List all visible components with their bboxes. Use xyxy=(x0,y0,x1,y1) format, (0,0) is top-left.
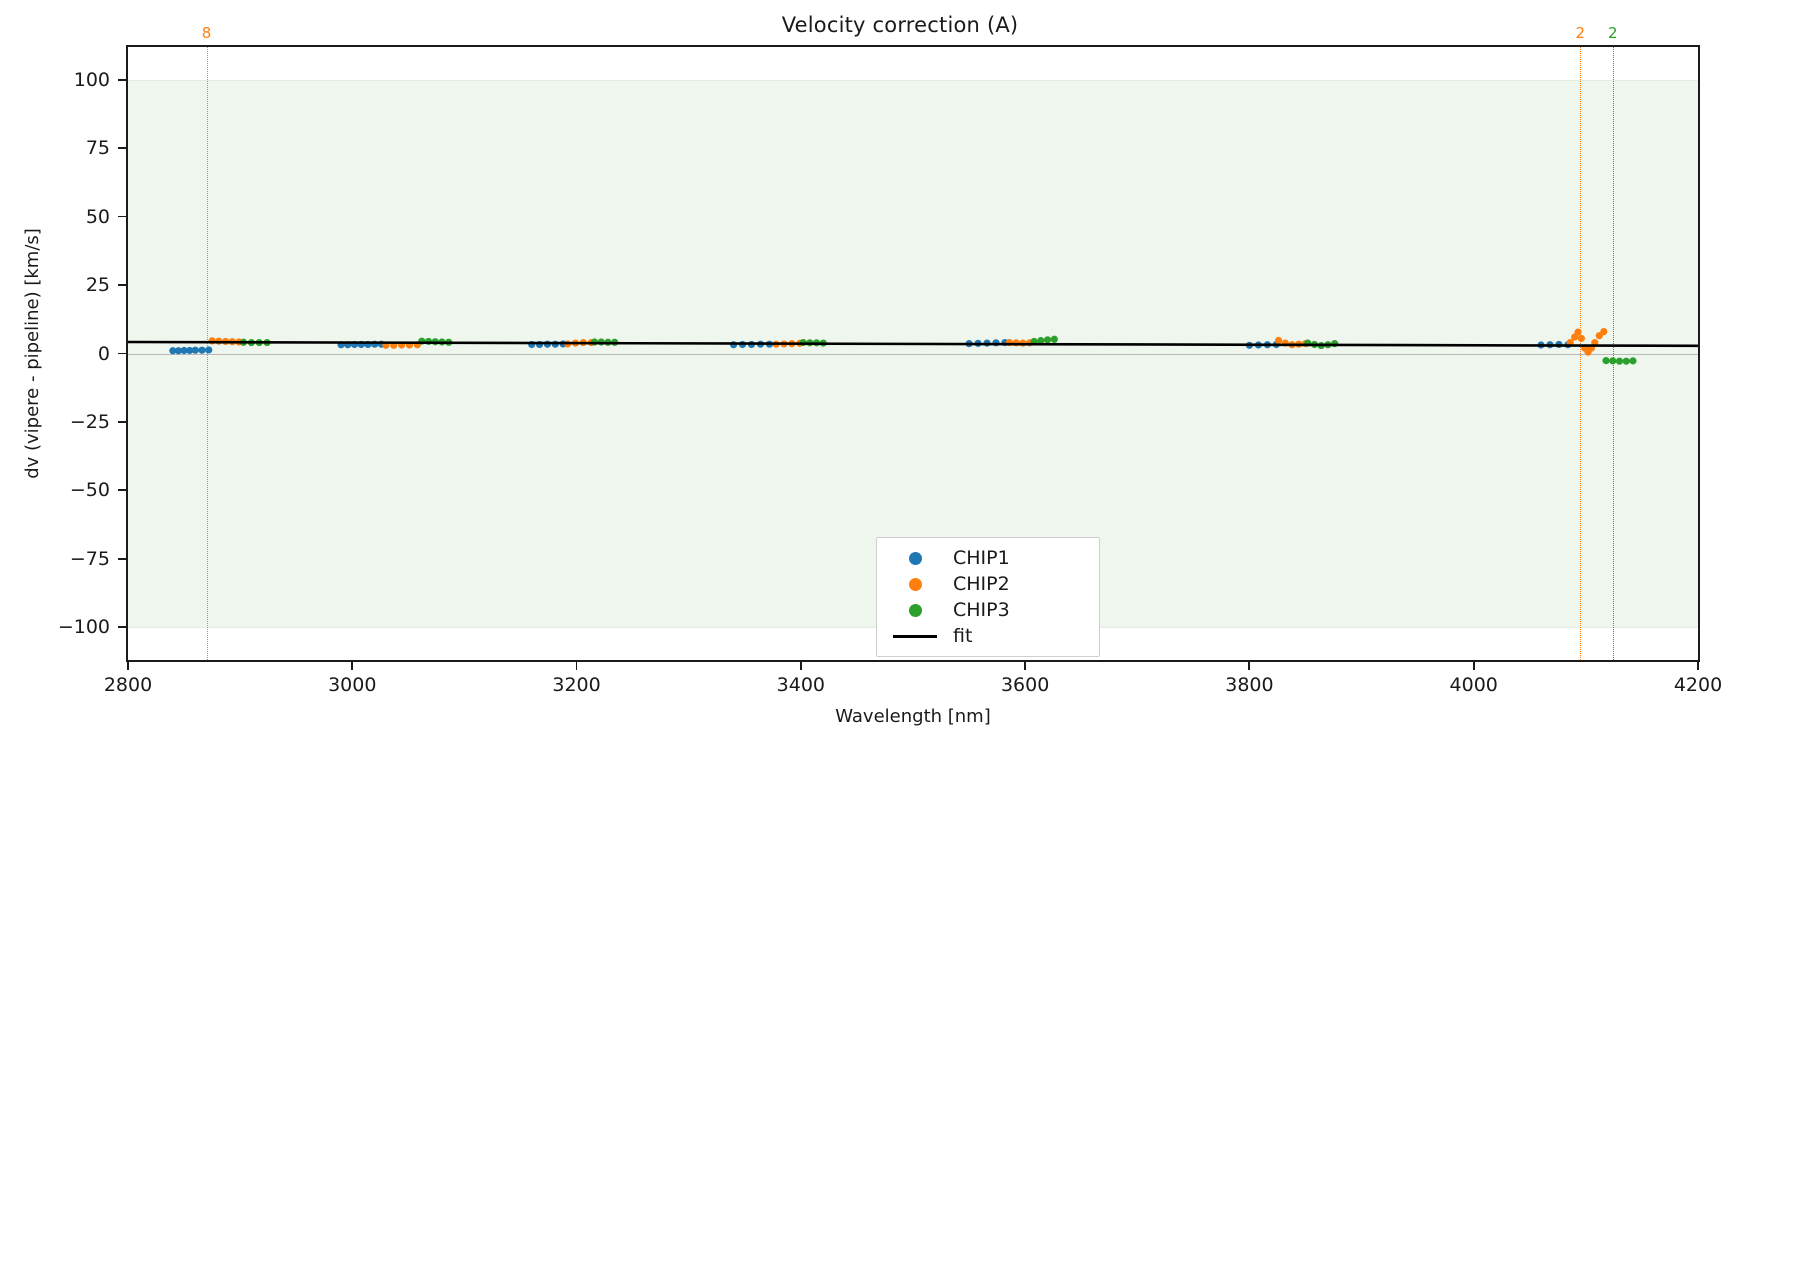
legend-item-chip2[interactable]: CHIP2 xyxy=(887,571,1089,597)
data-point xyxy=(1043,336,1052,344)
data-point xyxy=(174,347,183,355)
annotation-label-2: 2 xyxy=(1607,24,1618,42)
data-point xyxy=(169,347,177,355)
data-point xyxy=(1577,334,1585,343)
x-axis-label: Wavelength [nm] xyxy=(835,706,991,727)
legend[interactable]: CHIP1 CHIP2 CHIP3 fit xyxy=(876,537,1100,657)
y-tick-label: −75 xyxy=(69,547,110,570)
y-tick-label: 75 xyxy=(85,137,110,160)
x-tick-label: 3400 xyxy=(776,674,826,696)
x-tick-mark xyxy=(1697,662,1699,670)
page-title: Velocity correction (A) xyxy=(781,13,1019,37)
data-point xyxy=(1274,336,1283,344)
y-axis-label-wrap: dv (vipere - pipeline) [km/s] xyxy=(18,228,48,1279)
legend-item-fit[interactable]: fit xyxy=(887,623,1089,649)
x-tick-mark xyxy=(575,662,578,670)
x-tick-mark xyxy=(351,662,354,670)
data-point xyxy=(1050,335,1058,343)
y-tick-label: 0 xyxy=(97,342,110,365)
legend-dot-icon xyxy=(887,603,943,617)
legend-swatch-mark xyxy=(908,551,922,565)
legend-item-label: CHIP1 xyxy=(953,547,1010,569)
legend-item-chip3[interactable]: CHIP3 xyxy=(887,597,1089,623)
data-point xyxy=(1600,328,1608,336)
y-tick-mark xyxy=(118,284,126,286)
x-tick-mark xyxy=(1248,662,1251,670)
y-tick-label: −50 xyxy=(69,479,110,502)
legend-swatch-mark xyxy=(893,634,937,638)
y-tick-mark xyxy=(118,215,126,218)
fit-line xyxy=(128,340,1698,348)
data-point xyxy=(1629,357,1637,365)
x-tick-label: 2800 xyxy=(103,674,153,696)
x-tick-label: 3200 xyxy=(552,674,601,696)
legend-swatch-mark xyxy=(908,577,922,591)
y-tick-mark xyxy=(118,420,126,423)
y-tick-label: 100 xyxy=(73,68,110,91)
data-point xyxy=(186,346,194,355)
legend-item-label: CHIP3 xyxy=(953,599,1010,621)
legend-dot-icon xyxy=(887,577,943,591)
x-tick-label: 3800 xyxy=(1225,674,1274,696)
plot-area xyxy=(126,45,1700,662)
x-tick-label: 4000 xyxy=(1449,674,1498,696)
data-point xyxy=(1574,328,1582,336)
data-point xyxy=(1622,357,1630,365)
x-tick-mark xyxy=(1472,662,1475,670)
data-point xyxy=(205,346,213,354)
annotation-line-2 xyxy=(1612,47,1614,660)
annotation-label-1: 2 xyxy=(1575,24,1586,42)
x-tick-mark xyxy=(127,662,129,670)
series-chip3 xyxy=(239,335,1637,365)
legend-swatch-mark xyxy=(908,603,922,617)
y-tick-mark xyxy=(118,626,126,628)
data-point xyxy=(1602,357,1610,365)
y-tick-label: −25 xyxy=(69,410,110,433)
zero-reference-line xyxy=(128,353,1698,355)
x-tick-label: 3600 xyxy=(1000,674,1050,696)
data-point xyxy=(191,346,199,354)
legend-line-icon xyxy=(887,634,943,638)
annotation-line-1 xyxy=(1580,47,1582,660)
legend-dot-icon xyxy=(887,551,943,565)
y-tick-mark xyxy=(118,147,126,150)
data-layer xyxy=(128,328,1698,365)
y-tick-mark xyxy=(118,489,126,492)
x-tick-label: 4200 xyxy=(1673,674,1723,696)
y-tick-mark xyxy=(118,78,126,81)
x-tick-mark xyxy=(1024,662,1026,670)
figure-canvas: Velocity correction (A) 100 75 50 25 0 −25 −50… xyxy=(22,13,1723,727)
y-tick-label: 50 xyxy=(85,205,110,228)
y-axis-label: dv (vipere - pipeline) [km/s] xyxy=(22,228,43,479)
x-tick-label: 3000 xyxy=(328,674,377,696)
legend-item-label: fit xyxy=(953,625,973,647)
x-tick-mark xyxy=(799,662,802,670)
y-tick-label: −100 xyxy=(57,616,110,639)
data-point xyxy=(1609,357,1617,365)
band-edge-top xyxy=(128,79,1698,81)
legend-item-chip1[interactable]: CHIP1 xyxy=(887,545,1089,571)
legend-item-label: CHIP2 xyxy=(953,573,1010,595)
annotation-label-0: 8 xyxy=(201,24,212,42)
data-point xyxy=(1615,357,1624,365)
y-tick-mark xyxy=(118,557,126,560)
data-point xyxy=(180,346,188,355)
data-point xyxy=(1037,337,1045,345)
y-tick-mark xyxy=(118,352,126,355)
data-point xyxy=(198,346,206,354)
shaded-band xyxy=(128,79,1698,628)
series-chip1 xyxy=(169,338,1572,355)
annotation-line-0 xyxy=(206,47,208,660)
y-tick-label: 25 xyxy=(85,274,110,297)
